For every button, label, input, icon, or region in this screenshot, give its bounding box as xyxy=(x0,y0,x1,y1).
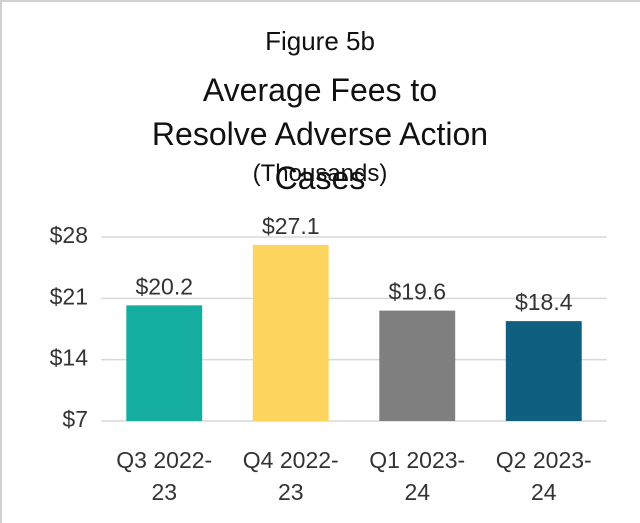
y-tick-label: $21 xyxy=(50,283,88,309)
chart-title: Average Fees to Resolve Adverse Action C… xyxy=(151,72,489,196)
x-tick-label: Q3 2022-23 xyxy=(116,447,213,505)
value-label: $19.6 xyxy=(388,279,446,305)
x-tick-label: Q2 2023-24 xyxy=(495,447,592,505)
bar xyxy=(126,305,203,421)
value-label: $20.2 xyxy=(135,273,193,299)
figure-label: Figure 5b xyxy=(265,26,375,56)
y-tick-label: $28 xyxy=(50,222,88,248)
value-label: $18.4 xyxy=(515,289,573,315)
bar xyxy=(505,321,582,421)
y-tick-label: $14 xyxy=(50,345,89,371)
x-tick-label: Q1 2023-24 xyxy=(369,447,466,505)
x-tick-label: Q4 2022-23 xyxy=(242,447,339,505)
bar xyxy=(252,244,329,421)
value-label: $27.1 xyxy=(262,213,320,239)
y-tick-label: $7 xyxy=(62,406,88,432)
chart-subtitle: (Thousands) xyxy=(252,160,388,187)
bar xyxy=(379,310,456,421)
